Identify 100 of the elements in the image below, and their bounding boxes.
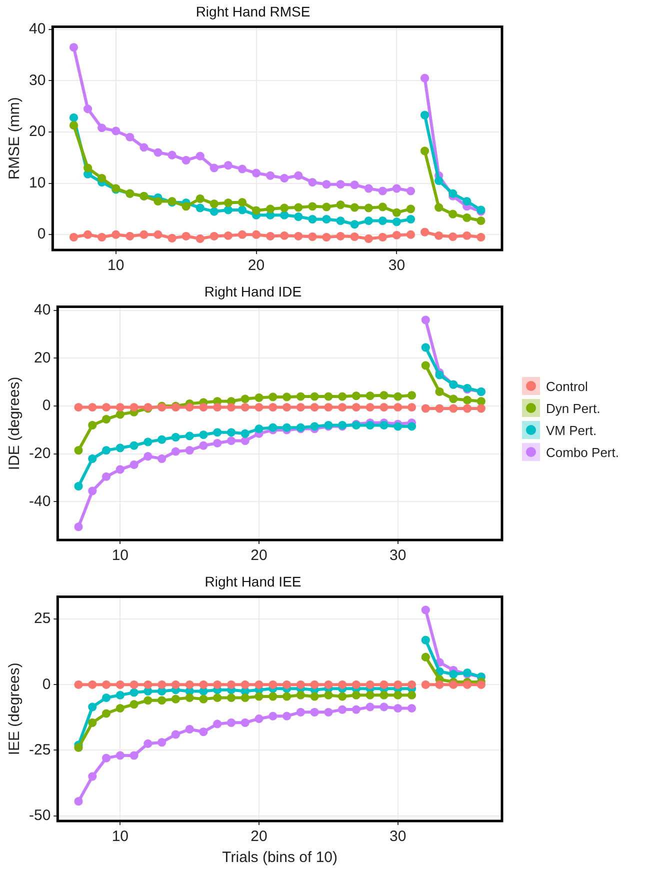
point — [182, 156, 190, 165]
point — [366, 391, 374, 400]
point — [350, 220, 359, 229]
point — [322, 232, 331, 242]
point — [240, 718, 250, 727]
point — [185, 446, 194, 455]
point — [394, 422, 402, 431]
point — [449, 394, 458, 404]
point — [280, 204, 289, 212]
point — [308, 202, 317, 211]
point — [394, 704, 402, 713]
y-tick-label: 0 — [42, 676, 51, 693]
point — [421, 680, 430, 689]
point — [144, 680, 152, 689]
x-tick-label: 20 — [250, 828, 268, 846]
point — [434, 176, 444, 186]
point — [294, 203, 303, 212]
point — [185, 680, 194, 689]
point — [407, 680, 416, 689]
y-tick-label: 20 — [28, 123, 46, 140]
point — [88, 772, 97, 781]
point — [282, 692, 292, 701]
point — [434, 231, 444, 240]
point — [435, 370, 444, 380]
point — [268, 423, 278, 432]
point — [254, 692, 264, 701]
point — [322, 214, 331, 224]
point — [421, 636, 430, 644]
point — [69, 113, 78, 122]
point — [435, 387, 444, 396]
y-tick-label: -25 — [28, 741, 51, 758]
point — [185, 402, 194, 412]
point — [102, 402, 111, 412]
point — [69, 43, 78, 52]
point — [352, 402, 361, 412]
point — [168, 150, 176, 160]
point — [296, 708, 305, 716]
point — [116, 680, 124, 689]
point — [322, 180, 331, 189]
point — [350, 180, 359, 190]
point — [254, 680, 264, 689]
point — [378, 186, 387, 196]
point — [435, 680, 444, 689]
point — [196, 152, 204, 160]
point — [406, 186, 416, 196]
point — [462, 213, 472, 222]
point — [407, 690, 416, 700]
point — [213, 720, 222, 728]
y-tick-label: -40 — [28, 492, 51, 510]
point — [296, 690, 305, 700]
point — [158, 738, 166, 747]
point — [196, 194, 204, 203]
point — [364, 204, 373, 212]
point — [130, 460, 138, 469]
point — [116, 465, 124, 474]
point — [449, 680, 458, 689]
point — [252, 168, 261, 178]
point — [462, 231, 472, 240]
point — [407, 704, 416, 713]
point — [336, 216, 345, 226]
point — [130, 680, 138, 689]
point — [407, 422, 416, 431]
point — [144, 739, 152, 748]
point — [74, 797, 83, 806]
point — [238, 230, 247, 239]
point — [213, 402, 222, 412]
point — [462, 680, 472, 689]
point — [185, 693, 194, 702]
y-tick-label: 10 — [28, 174, 46, 192]
point — [171, 680, 180, 689]
x-tick-label: 10 — [112, 547, 129, 564]
point — [158, 454, 166, 463]
point — [338, 692, 347, 701]
x-tick-label: 10 — [112, 828, 129, 846]
point — [294, 212, 303, 221]
point — [224, 198, 232, 208]
point — [268, 680, 278, 689]
point — [350, 232, 359, 241]
point — [69, 121, 78, 130]
point — [238, 206, 247, 214]
point — [406, 214, 416, 224]
point — [88, 402, 97, 412]
point — [238, 164, 247, 174]
point — [102, 680, 111, 689]
point — [226, 402, 236, 412]
point — [322, 202, 331, 212]
point — [130, 751, 138, 760]
point — [199, 680, 208, 689]
legend-label: Control — [546, 378, 588, 394]
point — [116, 402, 124, 412]
point — [102, 414, 111, 424]
point — [282, 392, 292, 402]
point — [449, 670, 458, 678]
point — [338, 402, 347, 412]
point — [476, 396, 486, 406]
point — [421, 361, 430, 370]
point — [252, 206, 261, 215]
legend-label: VM Pert. — [546, 422, 597, 438]
x-tick-label: 20 — [248, 257, 265, 274]
point — [420, 74, 430, 82]
